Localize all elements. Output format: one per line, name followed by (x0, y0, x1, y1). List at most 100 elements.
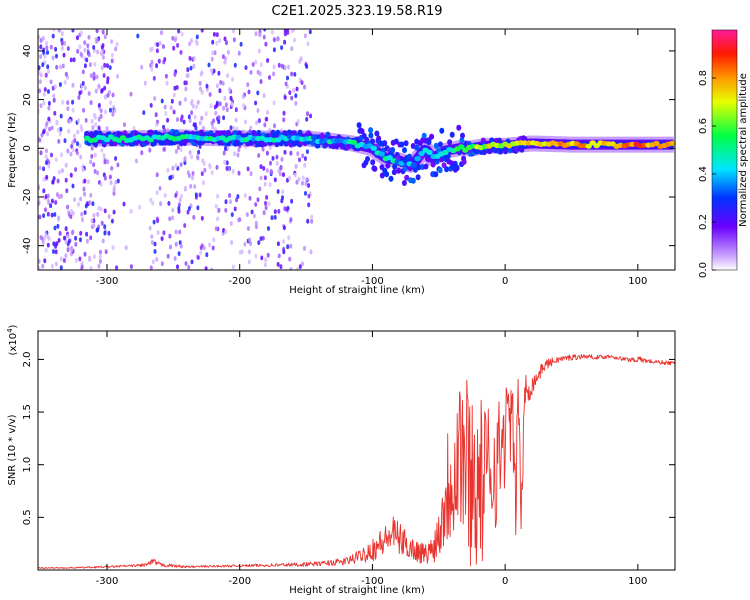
noise-speck (179, 162, 183, 168)
noise-speck (283, 65, 287, 71)
ridge-blob (585, 143, 592, 149)
noise-speck (225, 107, 229, 113)
noise-speck (64, 226, 68, 232)
noise-speck (273, 209, 277, 215)
noise-speck (69, 57, 73, 63)
noise-speck (190, 259, 194, 265)
noise-speck (77, 95, 81, 100)
noise-speck (266, 58, 270, 63)
noise-speck (216, 193, 220, 199)
snr-series-layer (38, 354, 675, 569)
noise-speck (304, 191, 307, 196)
noise-speck (80, 30, 84, 36)
noise-speck (79, 237, 82, 243)
spectrogram-x-axis: -300 -200 -100 0 100 (96, 29, 647, 287)
noise-speck (109, 100, 113, 105)
noise-speck (156, 42, 160, 47)
noise-speck (108, 65, 112, 70)
noise-speck (38, 70, 41, 75)
noise-speck (77, 118, 80, 123)
noise-speck (91, 125, 95, 131)
noise-speck (99, 206, 103, 212)
noise-speck (215, 32, 219, 38)
noise-speck (301, 180, 304, 186)
ridge-spread (374, 130, 380, 137)
noise-speck (111, 111, 115, 117)
noise-speck (79, 230, 83, 236)
noise-speck (270, 29, 274, 35)
noise-speck (192, 122, 196, 128)
ridge-spread (401, 180, 407, 186)
noise-speck (305, 177, 309, 182)
noise-speck (112, 191, 116, 196)
noise-speck (98, 259, 102, 264)
noise-speck (178, 100, 182, 106)
noise-speck (83, 85, 87, 91)
noise-speck (204, 111, 208, 117)
y-tick-label: 1.0 (22, 457, 33, 473)
noise-speck (198, 192, 202, 198)
noise-speck (104, 109, 107, 115)
noise-speck (283, 39, 287, 45)
ridge-blob (418, 151, 425, 157)
noise-speck (39, 235, 43, 240)
noise-speck (186, 209, 190, 215)
noise-speck (265, 150, 269, 156)
noise-speck (91, 201, 95, 207)
noise-speck (186, 67, 190, 73)
noise-speck (95, 29, 99, 34)
noise-speck (96, 49, 100, 55)
y-tick-label: 40 (22, 45, 33, 58)
ridge-spread (310, 140, 316, 147)
noise-speck (284, 31, 287, 37)
noise-speck (264, 41, 268, 47)
noise-speck (217, 119, 221, 125)
noise-speck (254, 253, 258, 259)
ridge-spread (423, 163, 429, 170)
noise-speck (70, 208, 74, 214)
noise-speck (46, 211, 50, 217)
noise-speck (282, 225, 286, 231)
noise-speck (272, 37, 276, 43)
noise-speck (230, 212, 234, 218)
noise-speck (211, 50, 214, 56)
noise-speck (218, 88, 222, 94)
noise-speck (49, 203, 53, 209)
noise-speck (51, 179, 55, 185)
noise-speck (262, 93, 266, 98)
ridge-spread (488, 147, 494, 154)
noise-speck (242, 103, 246, 108)
spectrogram-frame (37, 28, 676, 271)
noise-speck (268, 145, 272, 151)
noise-speck (103, 208, 107, 214)
noise-speck (262, 34, 266, 40)
noise-speck (219, 80, 223, 85)
snr-plot-area (38, 331, 675, 570)
noise-speck (80, 217, 84, 223)
noise-speck (89, 100, 93, 105)
noise-speck (260, 255, 264, 261)
noise-speck (193, 184, 197, 189)
noise-speck (103, 34, 107, 40)
noise-speck (172, 45, 176, 51)
ridge-spread (404, 174, 410, 181)
noise-speck (254, 224, 258, 230)
noise-speck (103, 62, 107, 68)
snr-scale-exponent: 4 (6, 328, 14, 333)
noise-speck (114, 46, 118, 52)
noise-speck (49, 44, 53, 50)
noise-speck (160, 236, 164, 242)
noise-speck (215, 165, 219, 170)
noise-speck (90, 118, 94, 124)
noise-speck (53, 84, 57, 90)
noise-speck (42, 47, 46, 53)
noise-speck (92, 162, 96, 168)
noise-speck (149, 103, 153, 108)
noise-speck (211, 245, 215, 251)
noise-speck (79, 154, 83, 160)
noise-speck (245, 212, 249, 218)
noise-speck (47, 89, 50, 94)
noise-speck (164, 73, 168, 79)
noise-speck (307, 183, 311, 188)
noise-speck (236, 194, 240, 199)
